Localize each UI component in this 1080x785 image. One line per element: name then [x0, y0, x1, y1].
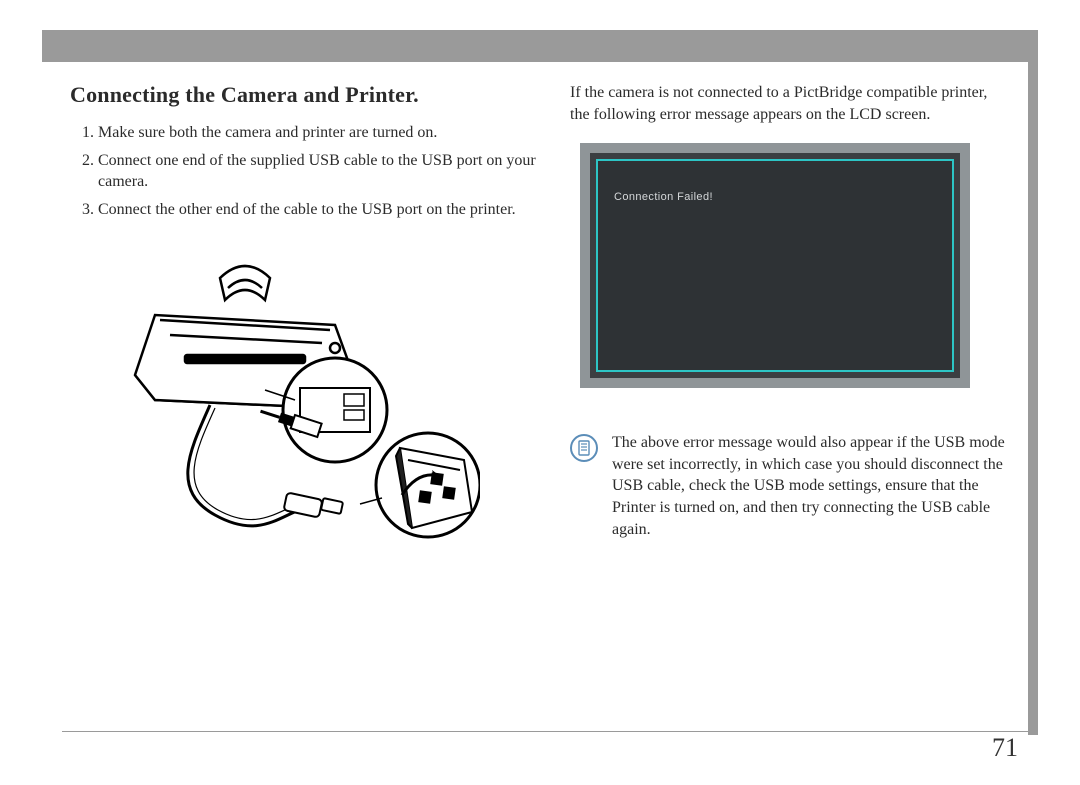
note-text: The above error message would also appea…	[612, 432, 1008, 540]
printer-camera-illustration	[100, 260, 540, 565]
lcd-inner: Connection Failed!	[596, 159, 954, 372]
page-number: 71	[992, 733, 1018, 763]
steps-list: Make sure both the camera and printer ar…	[70, 122, 540, 220]
page-right-frame	[1028, 30, 1038, 735]
page-bottom-rule	[62, 731, 1028, 732]
lcd-error-message: Connection Failed!	[614, 191, 936, 203]
left-column: Connecting the Camera and Printer. Make …	[70, 82, 540, 715]
note-block: The above error message would also appea…	[570, 432, 1008, 540]
step-item: Connect the other end of the cable to th…	[98, 199, 540, 221]
lcd-screen: Connection Failed!	[580, 143, 970, 388]
note-icon	[570, 434, 598, 462]
step-item: Make sure both the camera and printer ar…	[98, 122, 540, 144]
page-top-frame	[42, 30, 1038, 62]
page-content: Connecting the Camera and Printer. Make …	[70, 82, 1018, 715]
error-intro-text: If the camera is not connected to a Pict…	[570, 82, 1008, 125]
step-item: Connect one end of the supplied USB cabl…	[98, 150, 540, 193]
right-column: If the camera is not connected to a Pict…	[570, 82, 1018, 715]
section-title: Connecting the Camera and Printer.	[70, 82, 540, 108]
